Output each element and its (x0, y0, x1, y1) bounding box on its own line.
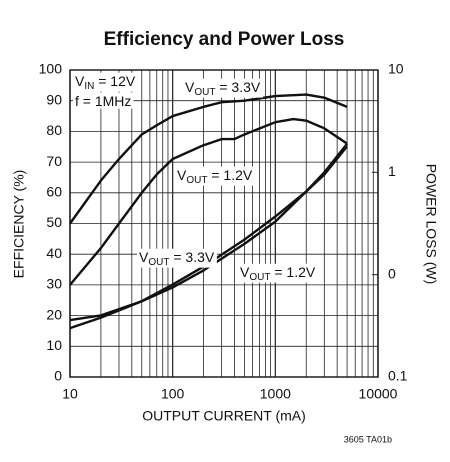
annotation-rest: = 1.2V (207, 167, 252, 183)
annotation-bg (183, 78, 263, 98)
y2-tick-label: 1 (388, 163, 396, 179)
chart-title: Efficiency and Power Loss (104, 29, 345, 50)
annotation-sub: OUT (249, 272, 270, 283)
x-axis-label: OUTPUT CURRENT (mA) (142, 408, 306, 424)
annotation: VOUT = 3.3V (185, 79, 261, 98)
annotation-sub: IN (84, 81, 94, 92)
series-line (69, 117, 348, 286)
y2-tick-label: 0 (388, 265, 396, 281)
y-tick-label: 90 (46, 91, 62, 107)
annotation-rest: = 3.3V (215, 79, 260, 95)
y-tick-label: 50 (46, 214, 62, 230)
y-tick-label: 10 (46, 337, 62, 353)
annotation-main: f = 1MHz (75, 93, 131, 109)
x-tick-label: 100 (161, 386, 185, 402)
annotation-bg (73, 72, 138, 92)
annotation-bg (175, 166, 255, 186)
y-tick-label: 0 (54, 368, 62, 384)
y-tick-label: 60 (46, 184, 62, 200)
annotation: f = 1MHz (75, 93, 131, 109)
annotation-main: V (139, 249, 149, 265)
annotation-bg (137, 248, 217, 268)
footnote: 3605 TA01b (344, 434, 392, 444)
annotation: VOUT = 1.2V (240, 264, 316, 283)
y2-tick-label: 10 (388, 61, 404, 77)
y-tick-label: 20 (46, 306, 62, 322)
series-line (69, 93, 348, 225)
annotation-main: V (75, 73, 85, 89)
y2-axis-label: POWER LOSS (W) (423, 164, 439, 285)
annotation-rest: = 3.3V (169, 249, 214, 265)
annotation-main: V (240, 264, 250, 280)
annotation-main: V (185, 79, 195, 95)
annotation-main: V (177, 167, 187, 183)
annotation-bg (73, 92, 134, 109)
y-tick-label: 40 (46, 245, 62, 261)
y-tick-label: 30 (46, 276, 62, 292)
y-axis-label: EFFICIENCY (%) (11, 170, 27, 279)
x-tick-label: 10000 (359, 386, 398, 402)
series-line (69, 145, 349, 330)
annotation: VOUT = 3.3V (139, 249, 215, 268)
annotation-rest: = 12V (94, 73, 136, 89)
annotation: VIN = 12V (75, 73, 136, 92)
y2-tick-label: 0.1 (388, 368, 408, 384)
annotation: VOUT = 1.2V (177, 167, 253, 186)
y-tick-label: 100 (39, 61, 63, 77)
annotation-sub: OUT (148, 257, 169, 268)
y-tick-label: 70 (46, 153, 62, 169)
annotation-sub: OUT (194, 87, 215, 98)
y-tick-label: 80 (46, 122, 62, 138)
annotation-sub: OUT (186, 175, 207, 186)
x-tick-label: 1000 (260, 386, 291, 402)
annotation-bg (238, 263, 318, 283)
x-tick-label: 10 (62, 386, 78, 402)
annotation-rest: = 1.2V (270, 264, 315, 280)
